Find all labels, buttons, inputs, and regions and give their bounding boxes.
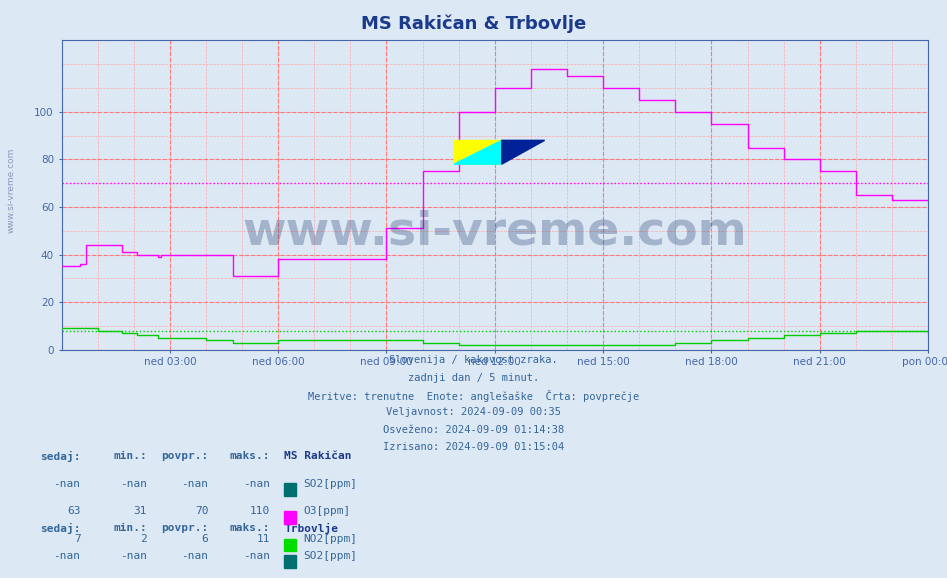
Text: -nan: -nan [242,479,270,488]
Text: Veljavnost: 2024-09-09 00:35: Veljavnost: 2024-09-09 00:35 [386,407,561,417]
Text: NO2[ppm]: NO2[ppm] [303,534,357,544]
Text: povpr.:: povpr.: [161,451,208,461]
Text: Meritve: trenutne  Enote: anglešaške  Črta: povprečje: Meritve: trenutne Enote: anglešaške Črta… [308,390,639,402]
Text: O3[ppm]: O3[ppm] [303,506,350,516]
Text: min.:: min.: [113,451,147,461]
Text: 31: 31 [134,506,147,516]
Text: 110: 110 [250,506,270,516]
Text: 63: 63 [67,506,80,516]
Text: sedaj:: sedaj: [40,451,80,462]
Text: -nan: -nan [242,551,270,561]
Text: sedaj:: sedaj: [40,523,80,534]
Text: 7: 7 [74,534,80,544]
Polygon shape [454,140,502,164]
Text: povpr.:: povpr.: [161,523,208,533]
Text: MS Rakičan: MS Rakičan [284,451,351,461]
Polygon shape [454,140,502,164]
Polygon shape [454,140,502,164]
Text: SO2[ppm]: SO2[ppm] [303,479,357,488]
Text: SO2[ppm]: SO2[ppm] [303,551,357,561]
Text: -nan: -nan [119,551,147,561]
Text: min.:: min.: [113,523,147,533]
Text: www.si-vreme.com: www.si-vreme.com [7,148,16,234]
Text: zadnji dan / 5 minut.: zadnji dan / 5 minut. [408,373,539,383]
Text: maks.:: maks.: [229,523,270,533]
Text: 2: 2 [140,534,147,544]
Text: -nan: -nan [181,479,208,488]
Text: -nan: -nan [119,479,147,488]
Text: www.si-vreme.com: www.si-vreme.com [242,210,747,255]
Text: maks.:: maks.: [229,451,270,461]
Text: Osveženo: 2024-09-09 01:14:38: Osveženo: 2024-09-09 01:14:38 [383,425,564,435]
Text: -nan: -nan [53,551,80,561]
Text: Trbovlje: Trbovlje [284,523,338,534]
Text: -nan: -nan [53,479,80,488]
Text: 70: 70 [195,506,208,516]
Text: 11: 11 [257,534,270,544]
Text: Slovenija / kakovost zraka.: Slovenija / kakovost zraka. [389,355,558,365]
Text: Izrisano: 2024-09-09 01:15:04: Izrisano: 2024-09-09 01:15:04 [383,442,564,452]
Text: -nan: -nan [181,551,208,561]
Polygon shape [502,140,545,164]
Text: 6: 6 [202,534,208,544]
Text: MS Rakičan & Trbovlje: MS Rakičan & Trbovlje [361,14,586,33]
